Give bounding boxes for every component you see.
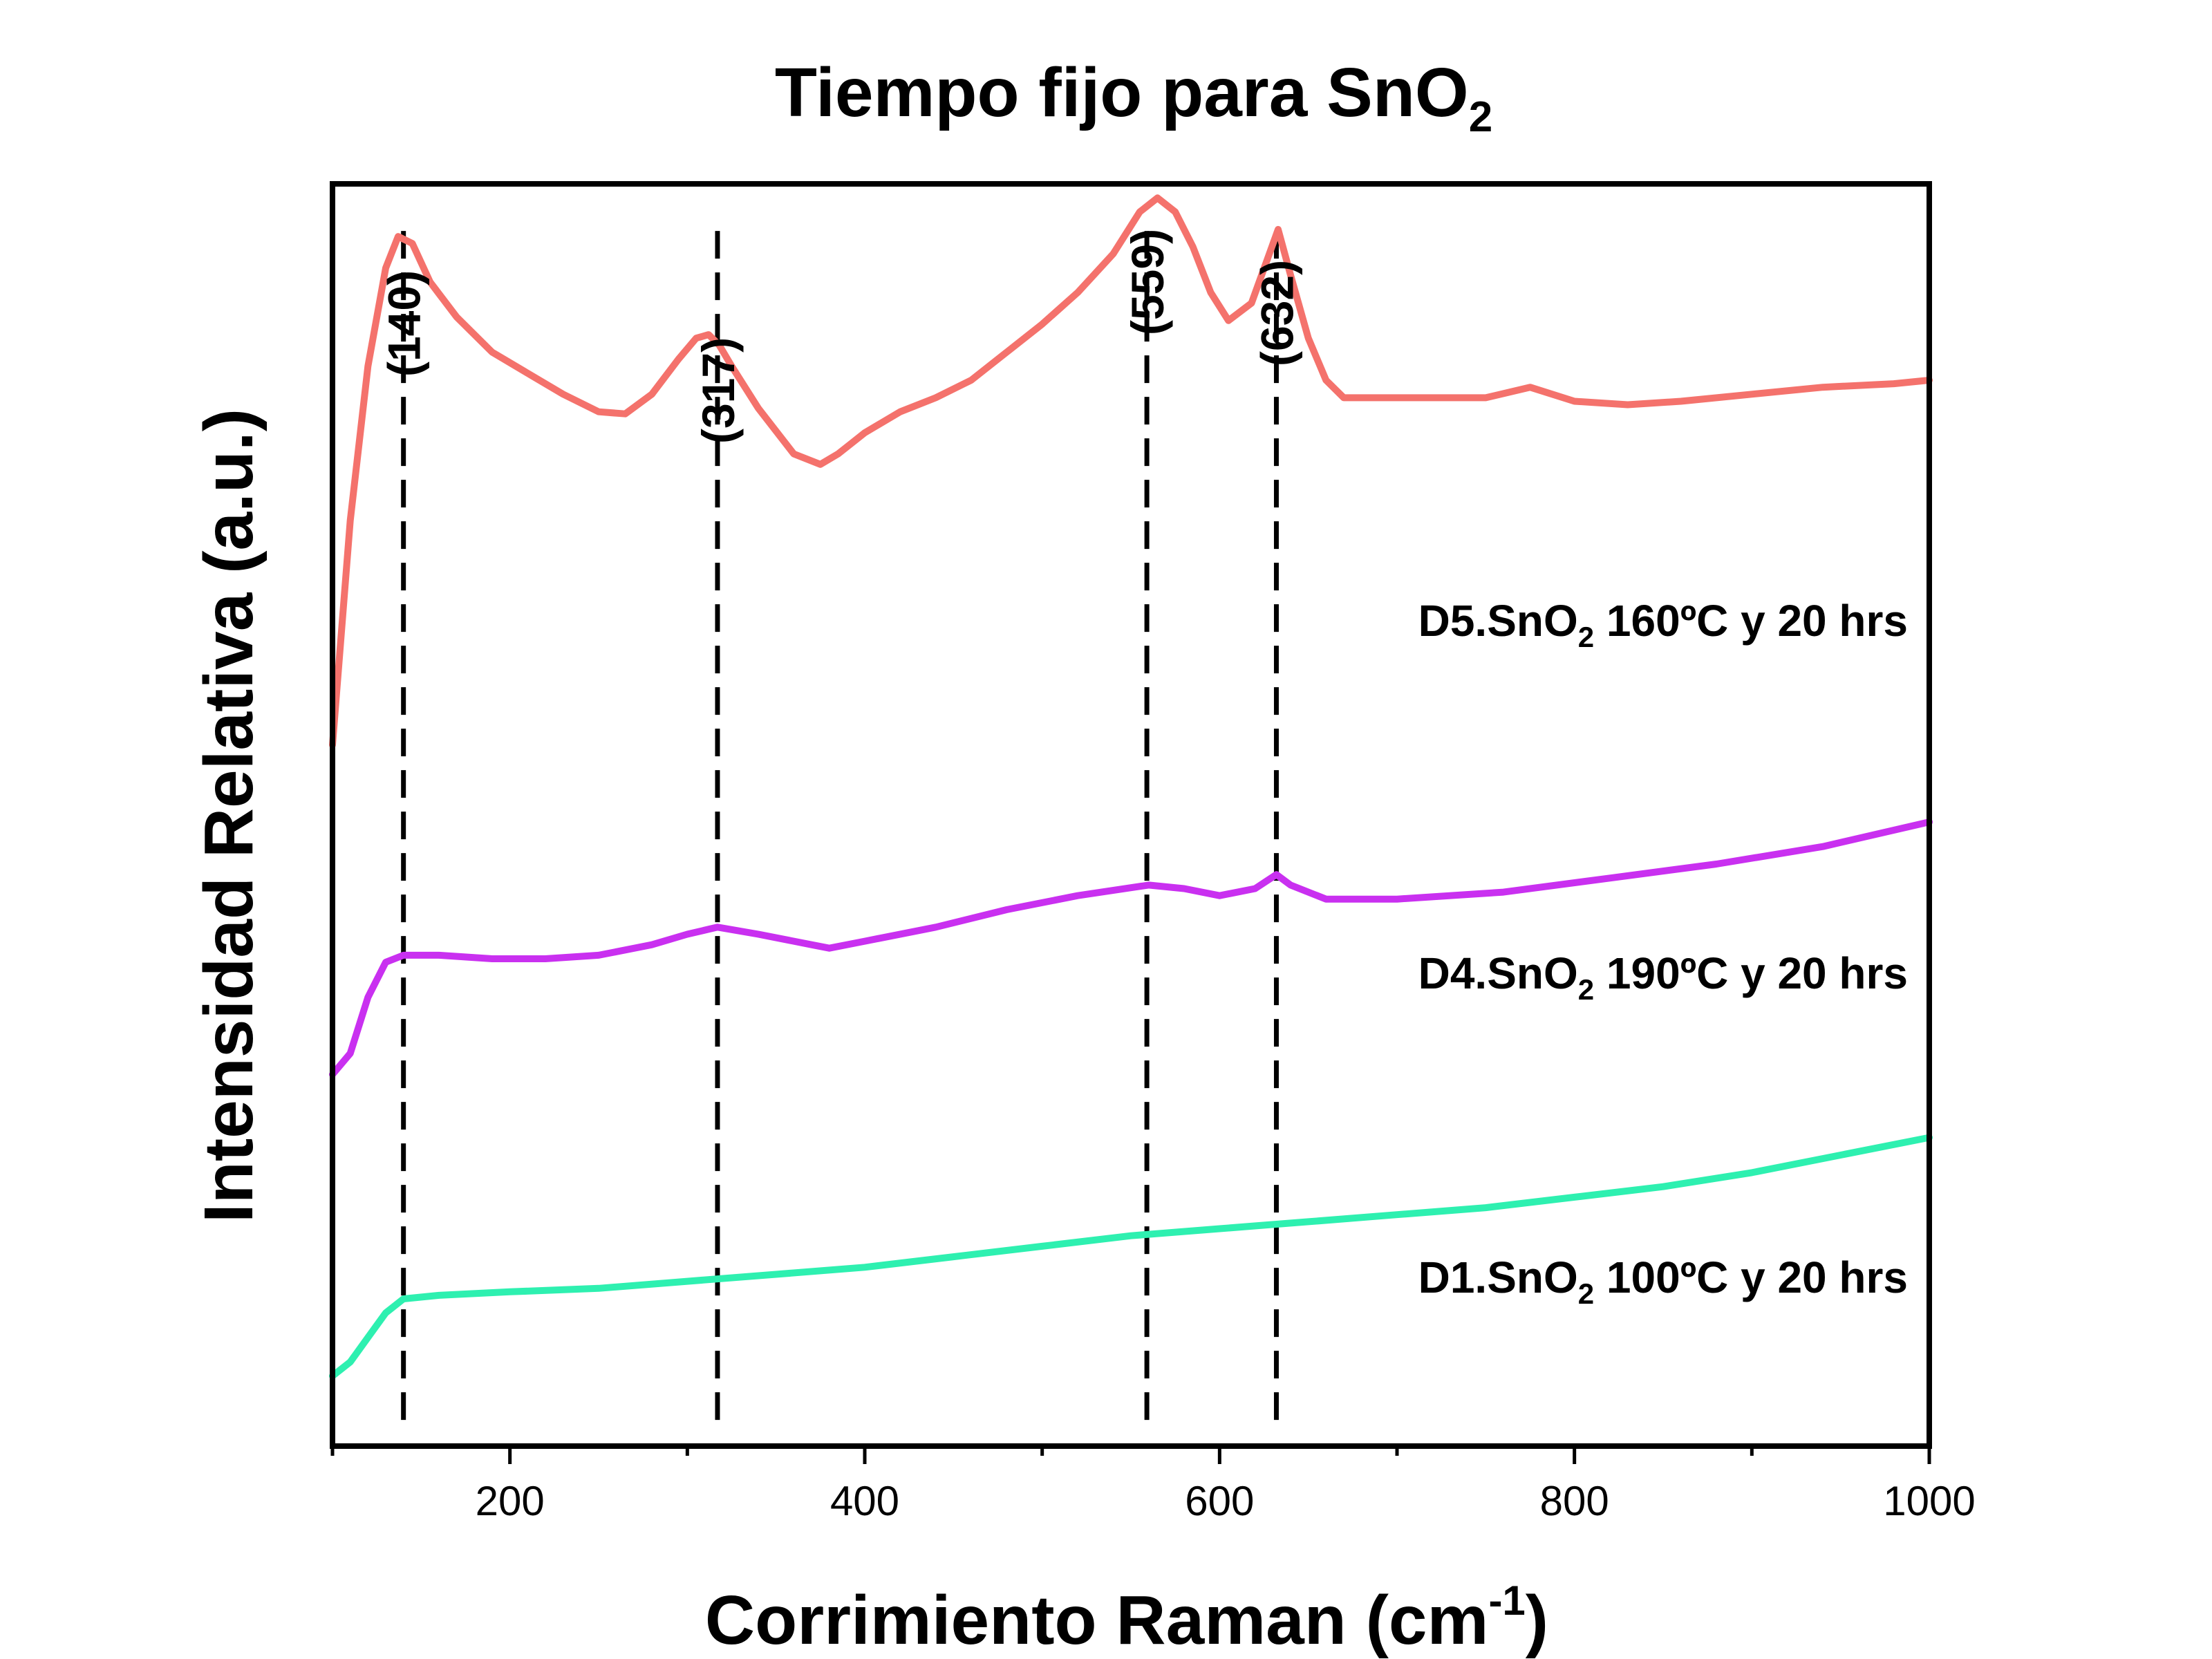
- series-label: D4.SnO2 190ºC y 20 hrs: [1418, 948, 1908, 1006]
- series-line: [329, 194, 1933, 749]
- plot-area: 200 400 600 800 1000 (140) (317) (559) (632) D5…: [329, 181, 1976, 1524]
- x-tick-label: 800: [1540, 1478, 1609, 1524]
- y-axis-label: Intensidad Relativa (a.u.): [190, 409, 268, 1223]
- x-axis-label-main: Corrimiento Raman (cm: [705, 1582, 1489, 1659]
- x-axis-label: Corrimiento Raman (cm-1): [705, 1577, 1548, 1659]
- series-label: D1.SnO2 100ºC y 20 hrs: [1418, 1253, 1908, 1310]
- series-label: D5.SnO2 160ºC y 20 hrs: [1418, 596, 1908, 653]
- plot-frame: [330, 181, 1932, 1449]
- series-line: [329, 1134, 1933, 1380]
- x-tick-label: 200: [476, 1478, 545, 1524]
- x-tick-label: 600: [1185, 1478, 1254, 1524]
- peak-label: (140): [379, 270, 430, 377]
- x-axis-label-suffix: ): [1526, 1582, 1548, 1659]
- series-labels: D5.SnO2 160ºC y 20 hrs D4.SnO2 190ºC y 20…: [1418, 596, 1908, 1310]
- chart-title: Tiempo fijo para SnO2: [775, 54, 1492, 141]
- x-tick-label: 1000: [1883, 1478, 1975, 1524]
- x-axis-label-superscript: -1: [1488, 1577, 1525, 1624]
- peak-markers: [401, 231, 1279, 1434]
- peak-labels: (140) (317) (559) (632): [379, 229, 1303, 444]
- chart-title-subscript: 2: [1469, 93, 1492, 141]
- series-lines: [329, 194, 1933, 1380]
- peak-label: (559): [1122, 229, 1173, 335]
- peak-label: (632): [1251, 260, 1302, 366]
- chart-title-main: Tiempo fijo para SnO: [775, 54, 1469, 131]
- x-axis-ticks: 200 400 600 800 1000: [330, 1446, 1976, 1524]
- peak-label: (317): [693, 337, 744, 444]
- series-line: [329, 818, 1933, 1078]
- x-tick-label: 400: [830, 1478, 899, 1524]
